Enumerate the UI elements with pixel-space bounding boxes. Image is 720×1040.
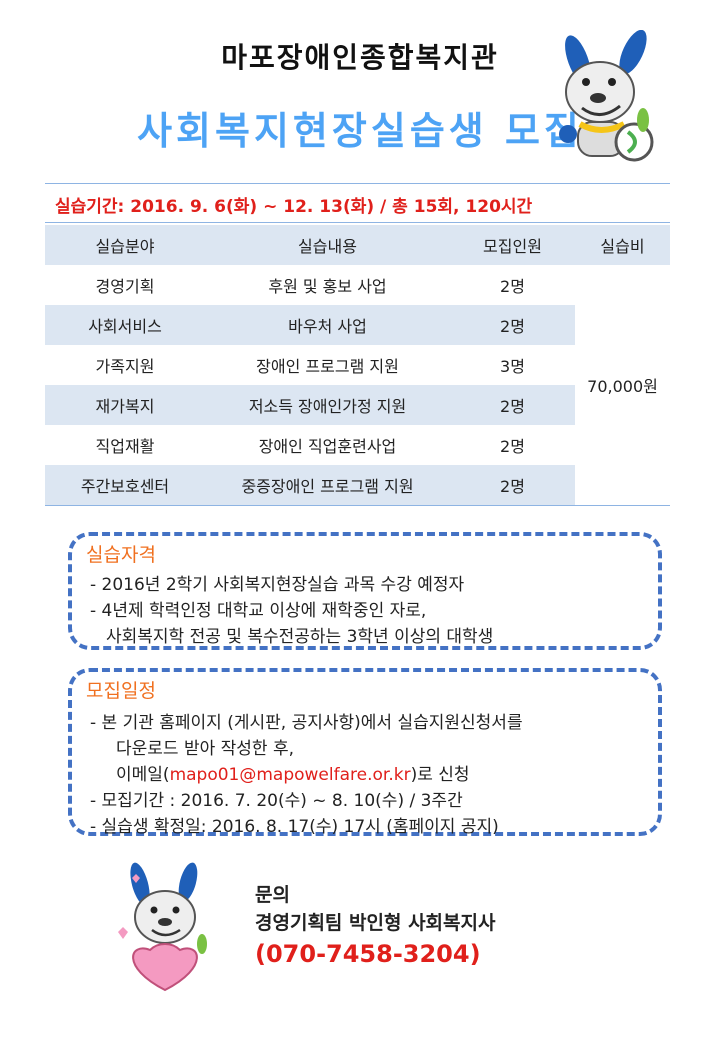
cell-field: 가족지원 <box>95 357 155 376</box>
table-row: 경영기획 후원 및 홍보 사업 2명 70,000원 <box>45 265 670 396</box>
cell-count: 2명 <box>450 465 575 506</box>
cell-field: 경영기획 <box>95 277 155 296</box>
schedule-line: 다운로드 받아 작성한 후, <box>116 739 295 759</box>
cell-content: 중증장애인 프로그램 지원 <box>205 465 450 506</box>
contact-label: 문의 <box>255 884 290 906</box>
cell-field: 재가복지 <box>45 385 205 425</box>
schedule-line: - 모집기간 : 2016. 7. 20(수) ~ 8. 10(수) / 3주간 <box>90 791 463 811</box>
table-row: 직업재활 장애인 직업훈련사업 2명 <box>45 425 670 465</box>
qualification-heading: 실습자격 <box>86 544 156 566</box>
page-title: 사회복지현장실습생 모집 <box>137 109 583 153</box>
cell-content: 바우처 사업 <box>205 305 450 345</box>
table-row: 가족지원 장애인 프로그램 지원 3명 <box>45 345 670 385</box>
cell-content: 장애인 프로그램 지원 <box>256 357 399 376</box>
organization-name: 마포장애인종합복지관 <box>221 41 499 74</box>
cell-count: 2명 <box>500 277 525 296</box>
cell-field: 사회서비스 <box>45 305 205 345</box>
schedule-heading: 모집일정 <box>86 680 156 702</box>
qualification-line: 사회복지학 전공 및 복수전공하는 3학년 이상의 대학생 <box>106 627 494 647</box>
cell-field: 직업재활 <box>95 437 155 456</box>
cell-content: 장애인 직업훈련사업 <box>258 437 397 456</box>
header-content: 실습내용 <box>205 225 450 265</box>
cell-content: 후원 및 홍보 사업 <box>268 277 387 296</box>
schedule-email-line: 이메일(mapo01@mapowelfare.or.kr)로 신청 <box>116 760 470 785</box>
table-row: 재가복지 저소득 장애인가정 지원 2명 <box>45 385 670 425</box>
qualification-line: - 2016년 2학기 사회복지현장실습 과목 수강 예정자 <box>90 575 465 595</box>
cell-field: 주간보호센터 <box>45 465 205 506</box>
schedule-line: - 실습생 확정일: 2016. 8. 17(수) 17시 (홈페이지 공지) <box>90 817 499 837</box>
table-row: 사회서비스 바우처 사업 2명 <box>45 305 670 345</box>
cell-count: 2명 <box>500 437 525 456</box>
header-field: 실습분야 <box>45 225 205 265</box>
qualification-box: 실습자격 - 2016년 2학기 사회복지현장실습 과목 수강 예정자 - 4년… <box>68 532 662 650</box>
table-row: 주간보호센터 중증장애인 프로그램 지원 2명 <box>45 465 670 506</box>
mascot-top-image <box>559 30 654 162</box>
schedule-box: 모집일정 - 본 기관 홈페이지 (게시판, 공지사항)에서 실습지원신청서를 … <box>68 668 662 837</box>
table-header-row: 실습분야 실습내용 모집인원 실습비 <box>45 225 670 265</box>
contact-person: 경영기획팀 박인형 사회복지사 <box>255 912 496 934</box>
cell-count: 3명 <box>500 357 525 376</box>
contact-phone[interactable]: (070-7458-3204) <box>255 940 481 968</box>
recruitment-table: 실습분야 실습내용 모집인원 실습비 경영기획 후원 및 홍보 사업 2명 70… <box>45 225 670 506</box>
practicum-period: 실습기간: 2016. 9. 6(화) ~ 12. 13(화) / 총 15회,… <box>55 197 533 217</box>
schedule-line: - 본 기관 홈페이지 (게시판, 공지사항)에서 실습지원신청서를 <box>90 713 523 733</box>
header-fee: 실습비 <box>575 225 670 265</box>
cell-content: 저소득 장애인가정 지원 <box>205 385 450 425</box>
practicum-period-banner: 실습기간: 2016. 9. 6(화) ~ 12. 13(화) / 총 15회,… <box>45 183 670 223</box>
cell-count: 2명 <box>450 385 575 425</box>
email-prefix: 이메일( <box>116 765 170 785</box>
email-link[interactable]: mapo01@mapowelfare.or.kr <box>169 765 411 785</box>
qualification-line: - 4년제 학력인정 대학교 이상에 재학중인 자로, <box>90 601 427 621</box>
mascot-bottom-image <box>118 862 207 992</box>
cell-fee: 70,000원 <box>587 377 658 396</box>
cell-count: 2명 <box>450 305 575 345</box>
header-count: 모집인원 <box>450 225 575 265</box>
email-suffix: )로 신청 <box>410 765 470 785</box>
